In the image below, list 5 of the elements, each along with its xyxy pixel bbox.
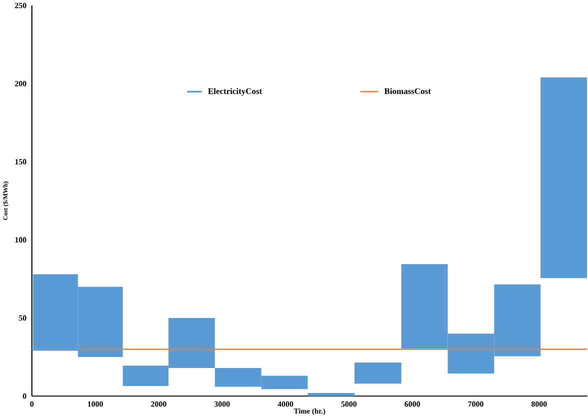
legend-label: ElectricityCost (208, 88, 262, 96)
legend-label: BiomassCost (384, 88, 431, 94)
bar (308, 393, 355, 396)
bar (354, 362, 402, 384)
bar (540, 77, 587, 278)
